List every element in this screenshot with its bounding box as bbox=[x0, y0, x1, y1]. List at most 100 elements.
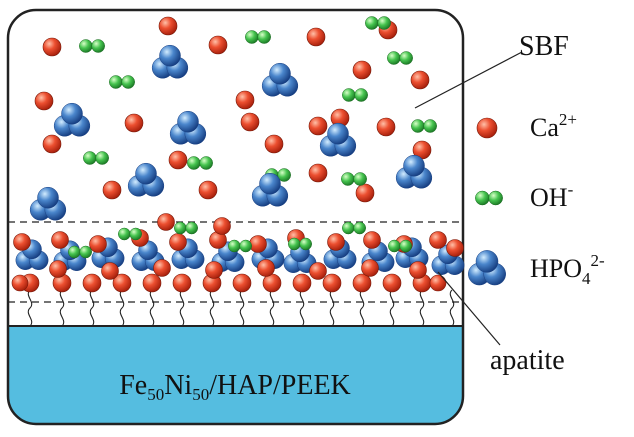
chain-tether bbox=[449, 289, 455, 327]
ca-ion bbox=[153, 259, 171, 277]
ca-ion bbox=[158, 16, 178, 36]
chain-tether bbox=[419, 289, 425, 327]
chain-tether bbox=[359, 289, 365, 327]
ca-ion bbox=[355, 183, 375, 203]
ca-ion bbox=[169, 233, 187, 251]
ca-ion bbox=[476, 117, 498, 139]
ca-ion bbox=[42, 37, 62, 57]
hpo4-ion bbox=[468, 250, 506, 286]
oh-ion bbox=[288, 237, 312, 251]
ca-ion bbox=[322, 273, 342, 293]
legend-label-hpo4: HPO42- bbox=[530, 251, 605, 288]
hpo4-ion bbox=[261, 62, 299, 97]
hpo4-ion-icon bbox=[468, 250, 506, 286]
hpo4-ion bbox=[127, 162, 165, 197]
ca-ion bbox=[157, 213, 175, 231]
ca-ion bbox=[292, 273, 312, 293]
oh-ion bbox=[342, 88, 368, 102]
ca-ion bbox=[249, 235, 267, 253]
chain-tether bbox=[179, 289, 185, 327]
legend-ca-charge: 2+ bbox=[559, 110, 577, 129]
hpo4-ion bbox=[251, 172, 289, 207]
oh-ion bbox=[411, 119, 437, 133]
ca-ion bbox=[361, 259, 379, 277]
ca-ion bbox=[264, 134, 284, 154]
apatite-pointer-line bbox=[437, 271, 501, 346]
oh-ion-icon bbox=[475, 190, 503, 206]
ca-ion bbox=[409, 261, 427, 279]
ca-ion bbox=[34, 91, 54, 111]
hpo4-ion bbox=[91, 237, 125, 268]
ca-ion bbox=[376, 117, 396, 137]
legend-hpo4-text: HPO bbox=[530, 254, 582, 283]
surface-chains bbox=[27, 289, 455, 327]
oh-ion bbox=[245, 30, 271, 44]
ca-ion bbox=[327, 233, 345, 251]
ca-ion bbox=[102, 180, 122, 200]
chain-tether bbox=[119, 289, 125, 327]
oh-ion bbox=[118, 227, 142, 241]
ca-ion bbox=[89, 235, 107, 253]
sbf-pointer-line bbox=[414, 51, 523, 109]
substrate-label: Fe50Ni50/HAP/PEEK bbox=[119, 370, 351, 404]
legend-oh-text: OH bbox=[530, 183, 568, 212]
ca-ion bbox=[172, 273, 192, 293]
ca-ion bbox=[51, 231, 69, 249]
substrate-fe-subscript: 50 bbox=[147, 385, 164, 404]
chain-tether bbox=[27, 289, 33, 327]
ca-ion bbox=[306, 27, 326, 47]
ca-ion bbox=[352, 60, 372, 80]
hpo4-ion bbox=[171, 238, 205, 269]
chain-tether bbox=[209, 289, 215, 327]
ca-ion bbox=[101, 262, 119, 280]
oh-ion bbox=[475, 190, 503, 206]
substrate-ni: Ni bbox=[164, 370, 192, 401]
legend-oh-charge: - bbox=[568, 180, 574, 199]
ca-ion bbox=[82, 273, 102, 293]
ca-ion bbox=[309, 262, 327, 280]
ca-ion bbox=[382, 273, 402, 293]
ca-ion bbox=[363, 231, 381, 249]
ca-ion bbox=[213, 217, 231, 235]
chain-tether bbox=[299, 289, 305, 327]
hpo4-ion bbox=[395, 154, 433, 189]
oh-ion bbox=[79, 39, 105, 53]
oh-ion bbox=[174, 221, 198, 235]
ca-ion-icon bbox=[476, 117, 498, 139]
ca-ion bbox=[11, 274, 29, 292]
legend-label-ca: Ca2+ bbox=[530, 110, 577, 142]
hpo4-ion bbox=[169, 110, 207, 145]
oh-ion bbox=[342, 221, 366, 235]
ca-ion bbox=[124, 113, 144, 133]
sbf-label: SBF bbox=[519, 31, 569, 62]
ca-ion bbox=[142, 273, 162, 293]
legend-hpo4-charge: 2- bbox=[591, 251, 606, 270]
ca-ion bbox=[235, 90, 255, 110]
hpo4-ion bbox=[319, 122, 357, 157]
legend-label-oh: OH- bbox=[530, 180, 574, 212]
ca-ion bbox=[208, 35, 228, 55]
oh-ion bbox=[68, 245, 92, 259]
ca-ion bbox=[240, 112, 260, 132]
ca-ion bbox=[168, 150, 188, 170]
chain-tether bbox=[329, 289, 335, 327]
substrate-rest: /HAP/PEEK bbox=[209, 370, 351, 401]
ca-ion bbox=[205, 261, 223, 279]
substrate-ni-subscript: 50 bbox=[192, 385, 209, 404]
chain-tether bbox=[59, 289, 65, 327]
ion-particles bbox=[11, 16, 465, 293]
oh-ion bbox=[388, 239, 412, 253]
hpo4-ion bbox=[151, 44, 189, 79]
ca-ion bbox=[42, 134, 62, 154]
substrate-fe: Fe bbox=[119, 370, 147, 401]
legend-hpo4-subscript: 4 bbox=[582, 269, 591, 288]
oh-ion bbox=[109, 75, 135, 89]
chain-tether bbox=[389, 289, 395, 327]
chain-tether bbox=[269, 289, 275, 327]
chain-tether bbox=[89, 289, 95, 327]
oh-ion bbox=[187, 156, 213, 170]
oh-ion bbox=[228, 239, 252, 253]
ca-ion bbox=[429, 274, 447, 292]
ca-ion bbox=[112, 273, 132, 293]
